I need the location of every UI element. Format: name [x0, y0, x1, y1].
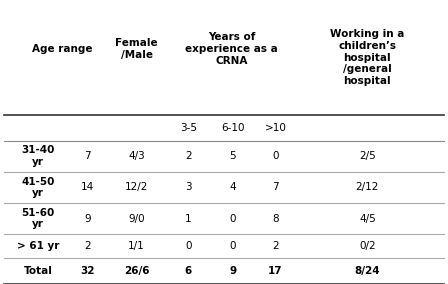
- Text: 1/1: 1/1: [128, 241, 145, 251]
- Text: 9/0: 9/0: [128, 214, 145, 224]
- Text: 31-40
yr: 31-40 yr: [22, 145, 55, 167]
- Text: 8: 8: [272, 214, 279, 224]
- Text: 0/2: 0/2: [359, 241, 376, 251]
- Text: 14: 14: [81, 182, 94, 193]
- Text: 2/5: 2/5: [359, 151, 376, 161]
- Text: 32: 32: [80, 266, 95, 276]
- Text: Total: Total: [24, 266, 52, 276]
- Text: 0: 0: [185, 241, 191, 251]
- Text: 7: 7: [84, 151, 90, 161]
- Text: 7: 7: [272, 182, 279, 193]
- Text: Working in a
children’s
hospital
/general
hospital: Working in a children’s hospital /genera…: [330, 29, 405, 86]
- Text: 0: 0: [272, 151, 279, 161]
- Text: > 61 yr: > 61 yr: [17, 241, 59, 251]
- Text: 51-60
yr: 51-60 yr: [22, 208, 55, 229]
- Text: 9: 9: [84, 214, 90, 224]
- Text: 4/5: 4/5: [359, 214, 376, 224]
- Text: 26/6: 26/6: [124, 266, 149, 276]
- Text: 3-5: 3-5: [180, 123, 197, 133]
- Text: 12/2: 12/2: [125, 182, 148, 193]
- Text: Age range: Age range: [32, 44, 93, 54]
- Text: 4: 4: [230, 182, 236, 193]
- Text: 0: 0: [230, 241, 236, 251]
- Text: 9: 9: [229, 266, 237, 276]
- Text: 6: 6: [185, 266, 192, 276]
- Text: 8/24: 8/24: [354, 266, 380, 276]
- Text: >10: >10: [265, 123, 286, 133]
- Text: 2: 2: [84, 241, 90, 251]
- Text: Years of
experience as a
CRNA: Years of experience as a CRNA: [185, 32, 278, 66]
- Text: 41-50
yr: 41-50 yr: [22, 177, 55, 198]
- Text: 2: 2: [272, 241, 279, 251]
- Text: 2/12: 2/12: [356, 182, 379, 193]
- Text: 5: 5: [230, 151, 236, 161]
- Text: Female
/Male: Female /Male: [115, 38, 158, 60]
- Text: 1: 1: [185, 214, 191, 224]
- Text: 3: 3: [185, 182, 191, 193]
- Text: 2: 2: [185, 151, 191, 161]
- Text: 4/3: 4/3: [128, 151, 145, 161]
- Text: 6-10: 6-10: [221, 123, 245, 133]
- Text: 0: 0: [230, 214, 236, 224]
- Text: 17: 17: [268, 266, 283, 276]
